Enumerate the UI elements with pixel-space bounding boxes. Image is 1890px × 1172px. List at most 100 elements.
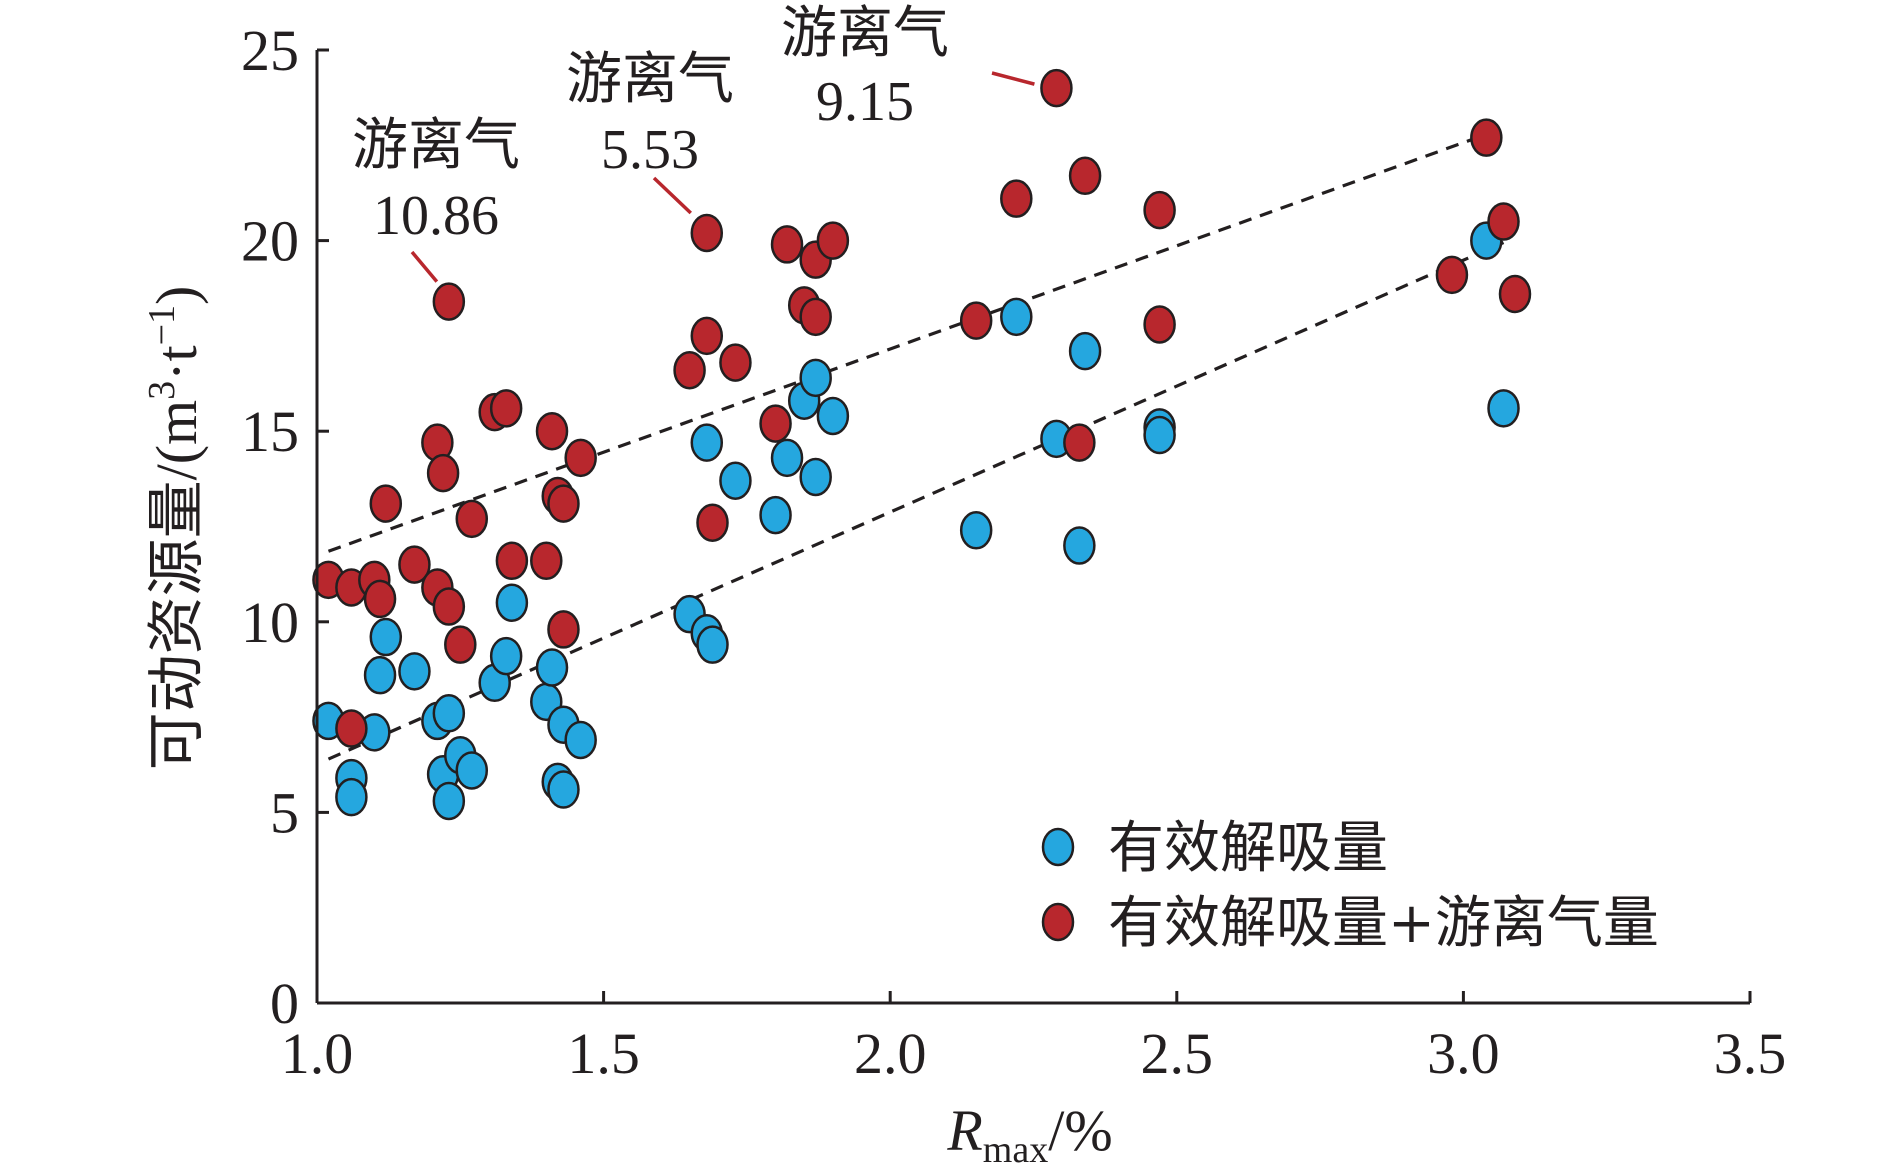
point-total bbox=[432, 587, 466, 626]
x-tick-label: 1.5 bbox=[567, 1021, 640, 1086]
point-total bbox=[696, 503, 729, 542]
x-tick-label: 1.0 bbox=[281, 1021, 354, 1086]
point-desorption bbox=[1000, 297, 1033, 337]
point-desorption bbox=[495, 583, 529, 622]
point-total bbox=[690, 213, 724, 253]
point-desorption bbox=[564, 720, 597, 760]
point-desorption bbox=[369, 617, 403, 657]
legend: 有效解吸量 有效解吸量+游离气量 bbox=[1041, 816, 1659, 956]
x-tick-label: 2.5 bbox=[1141, 1021, 1214, 1086]
legend-label: 有效解吸量+游离气量 bbox=[1108, 891, 1659, 956]
point-total bbox=[564, 438, 597, 478]
legend-item-desorption: 有效解吸量 bbox=[1041, 816, 1388, 881]
legend-label: 有效解吸量 bbox=[1108, 816, 1388, 881]
point-desorption bbox=[432, 781, 466, 821]
point-total bbox=[719, 343, 752, 382]
annotation-leader bbox=[410, 250, 439, 283]
point-total bbox=[690, 316, 724, 356]
annotation-leader bbox=[991, 71, 1035, 86]
point-total bbox=[673, 350, 706, 390]
point-total bbox=[1487, 202, 1520, 241]
point-desorption bbox=[455, 751, 489, 790]
y-tick-label: 20 bbox=[241, 209, 299, 274]
x-tick-label: 3.0 bbox=[1427, 1021, 1500, 1086]
point-total bbox=[535, 411, 569, 451]
point-total bbox=[1498, 274, 1532, 314]
point-total bbox=[959, 301, 993, 340]
x-tick-label: 3.5 bbox=[1714, 1021, 1787, 1086]
point-total bbox=[335, 709, 368, 748]
point-desorption bbox=[489, 636, 523, 676]
point-total bbox=[547, 610, 580, 649]
point-desorption bbox=[799, 358, 832, 398]
point-desorption bbox=[1487, 389, 1520, 428]
legend-marker-red bbox=[1041, 902, 1075, 942]
point-total bbox=[426, 453, 460, 493]
y-tick-label: 0 bbox=[270, 971, 299, 1036]
point-desorption bbox=[1063, 526, 1096, 565]
point-total bbox=[1068, 156, 1102, 196]
y-axis-title: 可动资源量/(m3·t−1) bbox=[141, 286, 209, 771]
legend-item-desorption-plus-free-gas: 有效解吸量+游离气量 bbox=[1041, 891, 1659, 956]
point-total bbox=[799, 297, 832, 337]
point-total bbox=[759, 404, 792, 443]
annotation-value: 5.53 bbox=[601, 119, 699, 181]
point-desorption bbox=[432, 694, 466, 733]
point-desorption bbox=[959, 511, 993, 550]
point-total bbox=[455, 499, 489, 539]
legend-marker-blue bbox=[1041, 827, 1075, 867]
point-total bbox=[1470, 118, 1503, 157]
y-tick-label: 10 bbox=[241, 590, 299, 655]
point-total bbox=[398, 545, 431, 584]
x-axis-title: Rmax/% bbox=[946, 1098, 1112, 1171]
annotation-9-15: 游离气 9.15 bbox=[781, 1, 949, 133]
trendlines bbox=[327, 126, 1505, 761]
point-total bbox=[1143, 305, 1176, 344]
point-total bbox=[369, 484, 403, 523]
point-total bbox=[770, 225, 804, 264]
point-desorption bbox=[759, 495, 792, 535]
annotation-label: 游离气 bbox=[781, 1, 949, 66]
y-tick-label: 5 bbox=[270, 780, 299, 845]
point-desorption bbox=[799, 457, 832, 497]
annotation-10-86: 游离气 10.86 bbox=[352, 113, 520, 247]
point-total bbox=[363, 579, 397, 619]
point-desorption bbox=[1143, 415, 1176, 455]
point-desorption bbox=[398, 652, 431, 691]
point-total bbox=[1000, 179, 1033, 218]
trendline-0 bbox=[327, 126, 1505, 553]
point-desorption bbox=[770, 438, 804, 478]
point-total bbox=[1435, 255, 1469, 295]
annotation-leaders bbox=[410, 71, 1035, 283]
annotation-leader bbox=[652, 176, 692, 215]
data-points bbox=[312, 68, 1532, 821]
annotation-5-53: 游离气 5.53 bbox=[566, 47, 734, 181]
point-total bbox=[547, 484, 580, 523]
annotation-label: 游离气 bbox=[352, 113, 520, 178]
point-desorption bbox=[816, 396, 850, 436]
point-desorption bbox=[335, 777, 368, 817]
point-total bbox=[444, 625, 477, 664]
x-tick-label: 2.0 bbox=[854, 1021, 927, 1086]
axes bbox=[315, 50, 1750, 1005]
annotation-value: 10.86 bbox=[373, 185, 499, 247]
point-desorption bbox=[535, 648, 569, 687]
annotation-value: 9.15 bbox=[816, 71, 914, 133]
y-tick-label: 15 bbox=[241, 399, 299, 464]
point-desorption bbox=[696, 625, 729, 664]
point-desorption bbox=[690, 423, 724, 462]
trendline-1 bbox=[327, 241, 1505, 761]
point-total bbox=[816, 221, 850, 260]
ticks: 1.0 1.5 2.0 2.5 3.0 3.5 0 5 10 15 20 25 bbox=[241, 18, 1786, 1086]
point-desorption bbox=[547, 770, 580, 809]
point-total bbox=[432, 282, 466, 321]
point-desorption bbox=[719, 461, 752, 501]
y-tick-label: 25 bbox=[241, 18, 299, 83]
point-total bbox=[495, 541, 529, 581]
point-total bbox=[1063, 423, 1096, 462]
point-total bbox=[489, 389, 523, 428]
point-desorption bbox=[363, 655, 397, 695]
annotation-label: 游离气 bbox=[566, 47, 734, 112]
point-desorption bbox=[1068, 331, 1102, 371]
